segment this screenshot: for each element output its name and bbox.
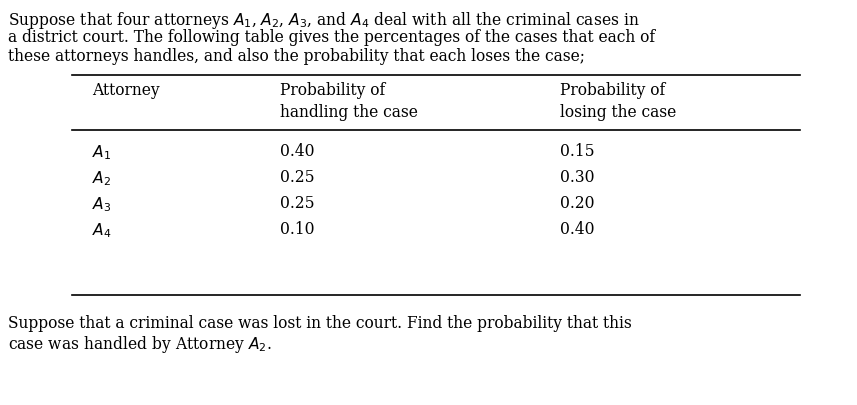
Text: Probability of: Probability of xyxy=(560,82,665,99)
Text: a district court. The following table gives the percentages of the cases that ea: a district court. The following table gi… xyxy=(8,29,655,46)
Text: Probability of: Probability of xyxy=(280,82,386,99)
Text: 0.30: 0.30 xyxy=(560,169,595,186)
Text: these attorneys handles, and also the probability that each loses the case;: these attorneys handles, and also the pr… xyxy=(8,48,585,65)
Text: 0.20: 0.20 xyxy=(560,195,595,212)
Text: handling the case: handling the case xyxy=(280,104,418,121)
Text: 0.25: 0.25 xyxy=(280,195,315,212)
Text: losing the case: losing the case xyxy=(560,104,676,121)
Text: 0.25: 0.25 xyxy=(280,169,315,186)
Text: 0.10: 0.10 xyxy=(280,221,315,238)
Text: $A_1$: $A_1$ xyxy=(92,143,111,162)
Text: $A_4$: $A_4$ xyxy=(92,221,111,240)
Text: $A_2$: $A_2$ xyxy=(92,169,111,188)
Text: 0.15: 0.15 xyxy=(560,143,595,160)
Text: Suppose that a criminal case was lost in the court. Find the probability that th: Suppose that a criminal case was lost in… xyxy=(8,315,632,332)
Text: 0.40: 0.40 xyxy=(280,143,315,160)
Text: $A_3$: $A_3$ xyxy=(92,195,111,214)
Text: Suppose that four attorneys $A_1$, $A_2$, $A_3$, and $A_4$ deal with all the cri: Suppose that four attorneys $A_1$, $A_2$… xyxy=(8,10,639,31)
Text: case was handled by Attorney $A_2$.: case was handled by Attorney $A_2$. xyxy=(8,334,272,355)
Text: Attorney: Attorney xyxy=(92,82,159,99)
Text: 0.40: 0.40 xyxy=(560,221,595,238)
